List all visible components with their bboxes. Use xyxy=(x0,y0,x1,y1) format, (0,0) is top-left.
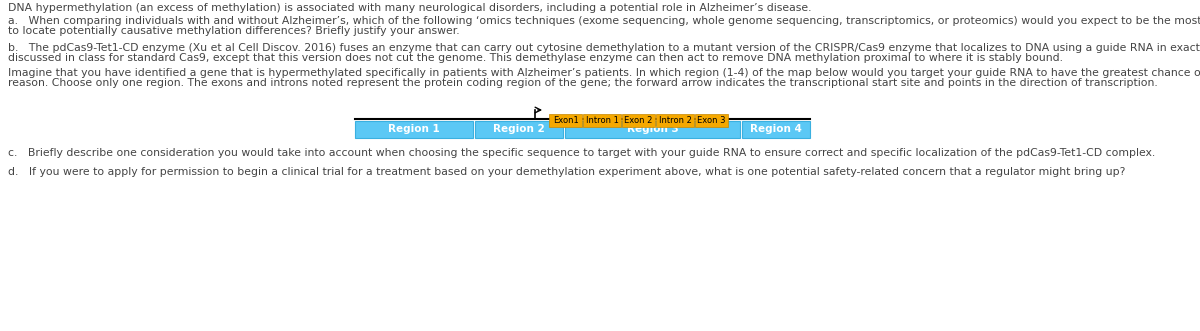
Text: discussed in class for standard Cas9, except that this version does not cut the : discussed in class for standard Cas9, ex… xyxy=(8,53,1063,63)
Text: Intron 2: Intron 2 xyxy=(659,116,691,125)
Text: to locate potentially causative methylation differences? Briefly justify your an: to locate potentially causative methylat… xyxy=(8,26,460,36)
Text: Exon 3: Exon 3 xyxy=(697,116,726,125)
Text: Region 4: Region 4 xyxy=(750,124,802,134)
Text: Exon 2: Exon 2 xyxy=(624,116,653,125)
Text: c.   Briefly describe one consideration you would take into account when choosin: c. Briefly describe one consideration yo… xyxy=(8,148,1156,158)
Text: reason. Choose only one region. The exons and introns noted represent the protei: reason. Choose only one region. The exon… xyxy=(8,78,1158,88)
Bar xyxy=(622,114,655,127)
Text: d.   If you were to apply for permission to begin a clinical trial for a treatme: d. If you were to apply for permission t… xyxy=(8,167,1126,177)
Bar xyxy=(742,121,810,138)
Bar xyxy=(656,114,694,127)
Text: b.   The pdCas9-Tet1-CD enzyme (Xu et al Cell Discov. 2016) fuses an enzyme that: b. The pdCas9-Tet1-CD enzyme (Xu et al C… xyxy=(8,43,1200,53)
Bar xyxy=(695,114,728,127)
Bar xyxy=(583,114,622,127)
Text: Exon1: Exon1 xyxy=(553,116,578,125)
Text: a.   When comparing individuals with and without Alzheimer’s, which of the follo: a. When comparing individuals with and w… xyxy=(8,16,1200,26)
Text: Intron 1: Intron 1 xyxy=(586,116,618,125)
Bar xyxy=(355,121,473,138)
Text: Imagine that you have identified a gene that is hypermethylated specifically in : Imagine that you have identified a gene … xyxy=(8,68,1200,78)
Text: Region 2: Region 2 xyxy=(493,124,545,134)
Text: Region 1: Region 1 xyxy=(388,124,440,134)
Bar xyxy=(565,121,740,138)
Text: DNA hypermethylation (an excess of methylation) is associated with many neurolog: DNA hypermethylation (an excess of methy… xyxy=(8,3,811,13)
Text: Region 3: Region 3 xyxy=(626,124,678,134)
Bar xyxy=(475,121,563,138)
Bar xyxy=(550,114,582,127)
